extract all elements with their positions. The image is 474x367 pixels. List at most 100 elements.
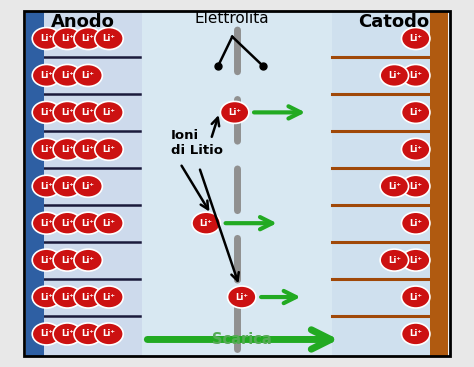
Text: Li⁺: Li⁺ (40, 145, 53, 154)
Text: Li⁺: Li⁺ (102, 219, 116, 228)
Text: Li⁺: Li⁺ (102, 145, 116, 154)
Text: Li⁺: Li⁺ (409, 182, 422, 191)
Circle shape (53, 28, 82, 50)
Text: Li⁺: Li⁺ (409, 34, 422, 43)
Text: Li⁺: Li⁺ (388, 255, 401, 265)
Circle shape (401, 323, 430, 345)
Circle shape (53, 212, 82, 234)
Text: Li⁺: Li⁺ (40, 219, 53, 228)
Circle shape (380, 65, 409, 87)
Circle shape (380, 175, 409, 197)
Text: Li⁺: Li⁺ (82, 255, 95, 265)
Text: Li⁺: Li⁺ (40, 182, 53, 191)
Text: Li⁺: Li⁺ (61, 182, 74, 191)
Text: Li⁺: Li⁺ (409, 219, 422, 228)
Text: Li⁺: Li⁺ (228, 108, 241, 117)
Text: Li⁺: Li⁺ (61, 71, 74, 80)
Text: Li⁺: Li⁺ (102, 292, 116, 302)
Text: Li⁺: Li⁺ (61, 219, 74, 228)
Circle shape (401, 175, 430, 197)
Circle shape (32, 138, 61, 160)
Circle shape (74, 28, 102, 50)
Circle shape (53, 286, 82, 308)
Text: Li⁺: Li⁺ (40, 330, 53, 338)
Text: Li⁺: Li⁺ (61, 292, 74, 302)
Circle shape (95, 101, 123, 123)
Circle shape (401, 286, 430, 308)
Circle shape (32, 286, 61, 308)
Circle shape (95, 28, 123, 50)
Circle shape (53, 323, 82, 345)
Text: Li⁺: Li⁺ (388, 182, 401, 191)
Text: Elettrolita: Elettrolita (195, 11, 270, 26)
Text: Scarica: Scarica (212, 332, 272, 347)
Circle shape (95, 212, 123, 234)
Text: Li⁺: Li⁺ (82, 330, 95, 338)
Circle shape (74, 286, 102, 308)
Text: Li⁺: Li⁺ (409, 71, 422, 80)
Circle shape (74, 138, 102, 160)
Text: Li⁺: Li⁺ (388, 71, 401, 80)
Circle shape (53, 249, 82, 271)
Circle shape (228, 286, 256, 308)
Circle shape (220, 101, 249, 123)
Circle shape (74, 175, 102, 197)
Text: Ioni
di Litio: Ioni di Litio (171, 129, 223, 157)
Text: Li⁺: Li⁺ (40, 71, 53, 80)
Circle shape (74, 101, 102, 123)
Circle shape (95, 286, 123, 308)
Circle shape (32, 175, 61, 197)
Text: Li⁺: Li⁺ (61, 255, 74, 265)
Text: Li⁺: Li⁺ (235, 292, 248, 302)
Circle shape (32, 249, 61, 271)
Text: Li⁺: Li⁺ (409, 292, 422, 302)
Circle shape (53, 175, 82, 197)
Text: Li⁺: Li⁺ (82, 292, 95, 302)
Circle shape (401, 28, 430, 50)
Bar (142, 11, 332, 356)
Bar (26, 11, 44, 356)
Circle shape (401, 138, 430, 160)
Text: Li⁺: Li⁺ (82, 145, 95, 154)
Circle shape (53, 138, 82, 160)
Text: Li⁺: Li⁺ (82, 219, 95, 228)
Circle shape (401, 101, 430, 123)
Text: Li⁺: Li⁺ (40, 255, 53, 265)
Bar (332, 11, 448, 356)
Circle shape (32, 65, 61, 87)
Circle shape (401, 249, 430, 271)
Text: Li⁺: Li⁺ (409, 330, 422, 338)
Circle shape (401, 65, 430, 87)
Circle shape (95, 138, 123, 160)
Circle shape (32, 101, 61, 123)
Circle shape (32, 28, 61, 50)
Bar (430, 11, 448, 356)
Circle shape (53, 65, 82, 87)
Text: Anodo: Anodo (51, 13, 115, 31)
Text: Li⁺: Li⁺ (82, 108, 95, 117)
Circle shape (380, 249, 409, 271)
Text: Li⁺: Li⁺ (82, 182, 95, 191)
Circle shape (32, 212, 61, 234)
Text: Li⁺: Li⁺ (409, 145, 422, 154)
Circle shape (401, 212, 430, 234)
Text: Li⁺: Li⁺ (102, 108, 116, 117)
Bar (26, 11, 142, 356)
Text: Li⁺: Li⁺ (102, 330, 116, 338)
Circle shape (32, 323, 61, 345)
Circle shape (53, 101, 82, 123)
Text: Li⁺: Li⁺ (200, 219, 213, 228)
Text: Li⁺: Li⁺ (61, 108, 74, 117)
Text: Li⁺: Li⁺ (61, 145, 74, 154)
Circle shape (192, 212, 220, 234)
Text: Li⁺: Li⁺ (61, 330, 74, 338)
Text: Li⁺: Li⁺ (409, 255, 422, 265)
Text: Li⁺: Li⁺ (409, 108, 422, 117)
Circle shape (74, 65, 102, 87)
Text: Li⁺: Li⁺ (40, 292, 53, 302)
Circle shape (74, 323, 102, 345)
Circle shape (74, 212, 102, 234)
Circle shape (95, 323, 123, 345)
Text: Li⁺: Li⁺ (40, 108, 53, 117)
Circle shape (74, 249, 102, 271)
